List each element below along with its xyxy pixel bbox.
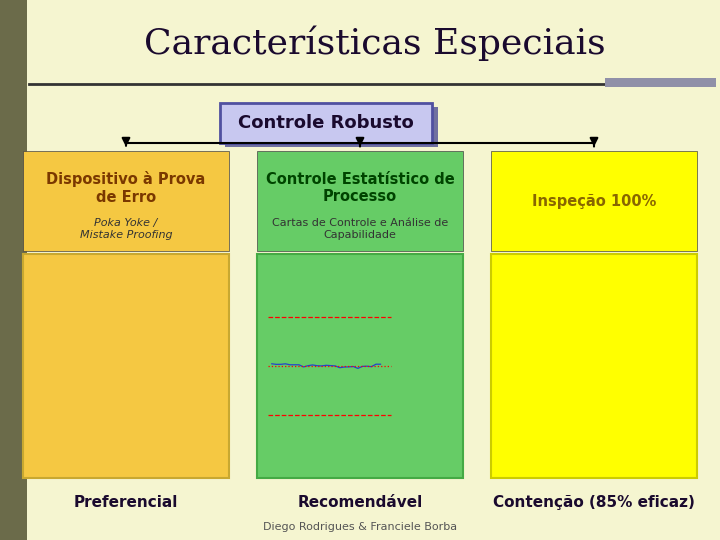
Bar xyxy=(491,254,697,478)
Text: Contenção (85% eficaz): Contenção (85% eficaz) xyxy=(493,495,695,510)
Text: Controle Robusto: Controle Robusto xyxy=(238,114,414,132)
Text: Preferencial: Preferencial xyxy=(74,495,178,510)
Bar xyxy=(220,103,432,143)
Bar xyxy=(258,254,463,478)
Text: Recomendável: Recomendável xyxy=(297,495,423,510)
Bar xyxy=(605,78,716,87)
Text: Cartas de Controle e Análise de
Capabilidade: Cartas de Controle e Análise de Capabili… xyxy=(272,218,448,240)
Bar xyxy=(23,151,229,251)
Bar xyxy=(258,151,463,251)
Text: Diego Rodrigues & Franciele Borba: Diego Rodrigues & Franciele Borba xyxy=(263,522,457,531)
Bar xyxy=(0,0,27,540)
Text: Controle Estatístico de
Processo: Controle Estatístico de Processo xyxy=(266,172,454,204)
Text: Características Especiais: Características Especiais xyxy=(143,25,606,61)
Bar xyxy=(225,107,438,147)
Text: Inspeção 100%: Inspeção 100% xyxy=(532,194,656,208)
Text: Dispositivo à Prova
de Erro: Dispositivo à Prova de Erro xyxy=(46,172,206,205)
Text: Poka Yoke /
Mistake Proofing: Poka Yoke / Mistake Proofing xyxy=(80,218,172,240)
Bar xyxy=(491,151,697,251)
Bar xyxy=(23,254,229,478)
